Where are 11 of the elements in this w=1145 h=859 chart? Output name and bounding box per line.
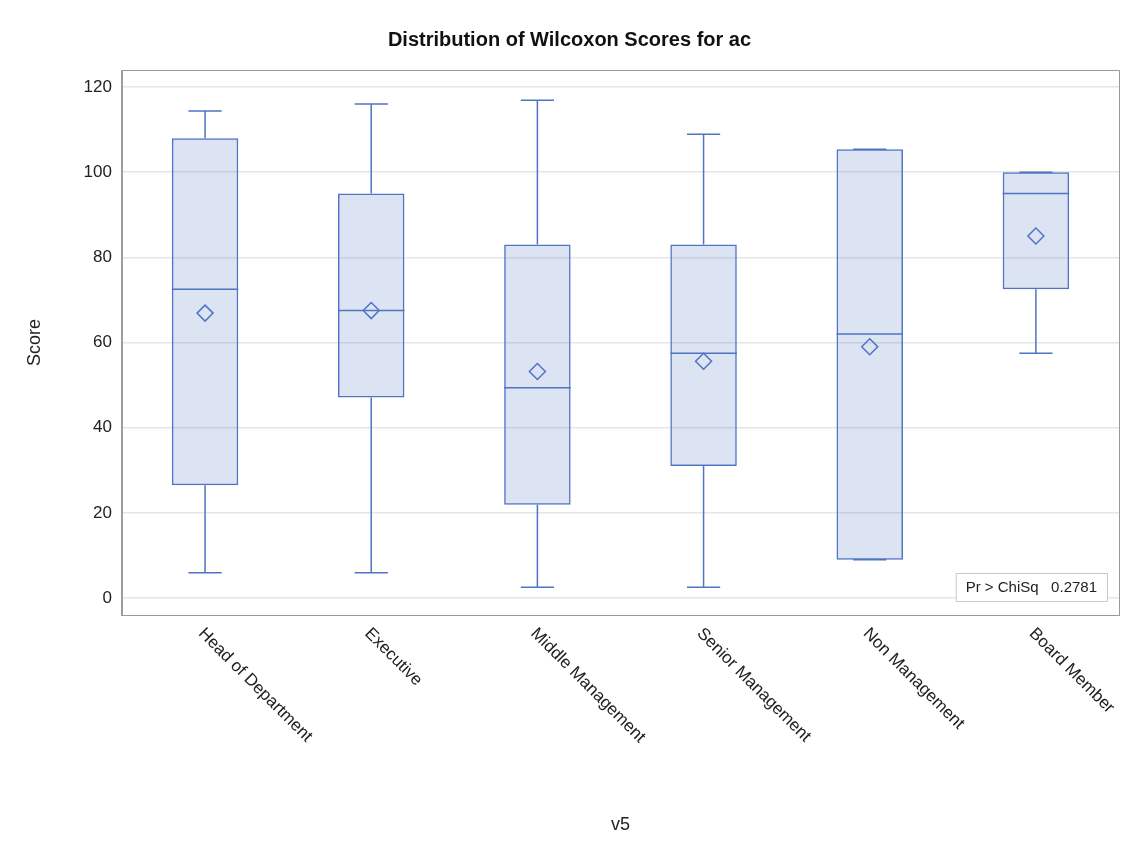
y-tick-label: 100	[83, 161, 112, 181]
y-axis-title: Score	[23, 318, 44, 367]
y-tick-label: 20	[93, 502, 112, 522]
y-tick-label: 120	[83, 76, 112, 96]
chart-title: Distribution of Wilcoxon Scores for ac	[387, 27, 752, 50]
x-axis-title: v5	[610, 813, 630, 834]
y-tick-label: 80	[93, 247, 112, 267]
y-tick-label: 40	[93, 417, 112, 437]
y-tick-label: 60	[93, 332, 112, 352]
annotation: Pr > ChiSq 0.2781	[965, 578, 1098, 596]
y-tick-label: 0	[102, 587, 112, 607]
